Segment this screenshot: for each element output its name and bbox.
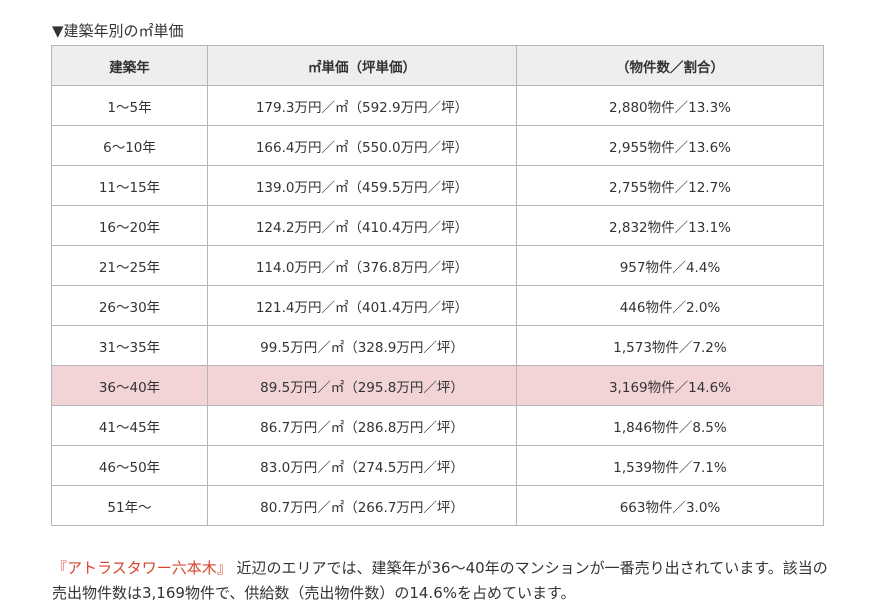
table-header-row: 建築年 ㎡単価（坪単価） （物件数／割合） — [51, 45, 824, 86]
count-ratio-cell: 957物件／4.4% — [516, 245, 824, 286]
building-age-cell: 11～15年 — [51, 165, 208, 206]
table-row: 16～20年 124.2万円／㎡（410.4万円／坪） 2,832物件／13.1… — [51, 205, 824, 246]
section-heading: ▼建築年別の㎡単価 — [52, 22, 184, 40]
count-ratio-cell: 3,169物件／14.6% — [516, 365, 824, 406]
count-ratio-cell: 1,539物件／7.1% — [516, 445, 824, 486]
summary-paragraph: 『アトラスタワー六本木』 近辺のエリアでは、建築年が36～40年のマンションが一… — [52, 556, 832, 606]
unit-price-cell: 114.0万円／㎡（376.8万円／坪） — [207, 245, 517, 286]
unit-price-cell: 80.7万円／㎡（266.7万円／坪） — [207, 485, 517, 526]
table-row: 11～15年 139.0万円／㎡（459.5万円／坪） 2,755物件／12.7… — [51, 165, 824, 206]
table-row: 41～45年 86.7万円／㎡（286.8万円／坪） 1,846物件／8.5% — [51, 405, 824, 446]
building-age-cell: 6～10年 — [51, 125, 208, 166]
building-age-cell: 36～40年 — [51, 365, 208, 406]
table-row: 46～50年 83.0万円／㎡（274.5万円／坪） 1,539物件／7.1% — [51, 445, 824, 486]
count-ratio-cell: 1,573物件／7.2% — [516, 325, 824, 366]
column-header-building-age: 建築年 — [51, 45, 208, 86]
unit-price-cell: 166.4万円／㎡（550.0万円／坪） — [207, 125, 517, 166]
unit-price-cell: 139.0万円／㎡（459.5万円／坪） — [207, 165, 517, 206]
building-age-cell: 51年～ — [51, 485, 208, 526]
count-ratio-cell: 2,880物件／13.3% — [516, 85, 824, 126]
count-ratio-cell: 2,755物件／12.7% — [516, 165, 824, 206]
count-ratio-cell: 1,846物件／8.5% — [516, 405, 824, 446]
column-header-unit-price: ㎡単価（坪単価） — [207, 45, 517, 86]
building-age-cell: 31～35年 — [51, 325, 208, 366]
count-ratio-cell: 2,832物件／13.1% — [516, 205, 824, 246]
building-age-cell: 46～50年 — [51, 445, 208, 486]
count-ratio-cell: 446物件／2.0% — [516, 285, 824, 326]
unit-price-cell: 83.0万円／㎡（274.5万円／坪） — [207, 445, 517, 486]
summary-text: 近辺のエリアでは、建築年が36～40年のマンションが一番売り出されています。該当… — [52, 559, 828, 602]
table-row: 26～30年 121.4万円／㎡（401.4万円／坪） 446物件／2.0% — [51, 285, 824, 326]
unit-price-cell: 86.7万円／㎡（286.8万円／坪） — [207, 405, 517, 446]
building-age-cell: 21～25年 — [51, 245, 208, 286]
unit-price-cell: 124.2万円／㎡（410.4万円／坪） — [207, 205, 517, 246]
table-row: 6～10年 166.4万円／㎡（550.0万円／坪） 2,955物件／13.6% — [51, 125, 824, 166]
table-row: 51年～ 80.7万円／㎡（266.7万円／坪） 663物件／3.0% — [51, 485, 824, 526]
building-age-cell: 1～5年 — [51, 85, 208, 126]
unit-price-cell: 179.3万円／㎡（592.9万円／坪） — [207, 85, 517, 126]
table-row: 31～35年 99.5万円／㎡（328.9万円／坪） 1,573物件／7.2% — [51, 325, 824, 366]
count-ratio-cell: 2,955物件／13.6% — [516, 125, 824, 166]
table-row: 1～5年 179.3万円／㎡（592.9万円／坪） 2,880物件／13.3% — [51, 85, 824, 126]
building-age-cell: 26～30年 — [51, 285, 208, 326]
table-row: 21～25年 114.0万円／㎡（376.8万円／坪） 957物件／4.4% — [51, 245, 824, 286]
count-ratio-cell: 663物件／3.0% — [516, 485, 824, 526]
building-age-cell: 16～20年 — [51, 205, 208, 246]
building-age-cell: 41～45年 — [51, 405, 208, 446]
unit-price-cell: 89.5万円／㎡（295.8万円／坪） — [207, 365, 517, 406]
table-row-highlighted: 36～40年 89.5万円／㎡（295.8万円／坪） 3,169物件／14.6% — [51, 365, 824, 406]
price-by-building-age-table: 建築年 ㎡単価（坪単価） （物件数／割合） 1～5年 179.3万円／㎡（592… — [51, 45, 824, 526]
unit-price-cell: 99.5万円／㎡（328.9万円／坪） — [207, 325, 517, 366]
property-link[interactable]: 『アトラスタワー六本木』 — [52, 559, 232, 577]
column-header-count-ratio: （物件数／割合） — [516, 45, 824, 86]
unit-price-cell: 121.4万円／㎡（401.4万円／坪） — [207, 285, 517, 326]
